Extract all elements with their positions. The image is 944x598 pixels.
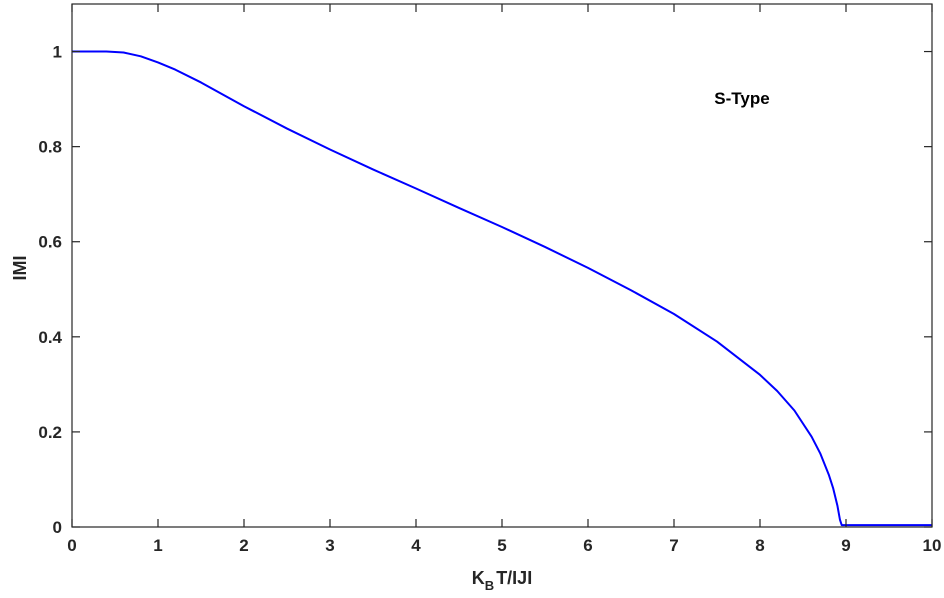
chart-annotation: S-Type	[714, 89, 769, 108]
x-tick-label: 1	[153, 536, 162, 555]
curve-layer	[72, 50, 932, 527]
x-tick-label: 0	[67, 536, 76, 555]
y-tick-label: 0.2	[38, 423, 62, 442]
series-line-0	[72, 50, 932, 527]
x-tick-label: 8	[755, 536, 764, 555]
y-tick-label: 0	[53, 518, 62, 537]
x-tick-label: 3	[325, 536, 334, 555]
x-axis-label-main: K	[472, 568, 485, 588]
x-axis-label-subscript: B	[485, 578, 494, 593]
x-axis-ticks: 0 1 2 3 4 5 6 7 8 9 10	[67, 4, 941, 555]
x-axis-label: KB T/IJI	[472, 568, 532, 593]
x-tick-label: 7	[669, 536, 678, 555]
x-tick-label: 4	[411, 536, 421, 555]
x-tick-label: 5	[497, 536, 506, 555]
x-tick-label: 6	[583, 536, 592, 555]
x-tick-label: 10	[923, 536, 942, 555]
y-tick-label: 0.4	[38, 328, 62, 347]
y-tick-label: 0.8	[38, 138, 62, 157]
y-tick-label: 0.6	[38, 233, 62, 252]
x-tick-label: 9	[841, 536, 850, 555]
x-axis-label-rest: T/IJI	[496, 568, 532, 588]
x-tick-label: 2	[239, 536, 248, 555]
y-axis-label: IMI	[10, 256, 30, 281]
y-tick-label: 1	[53, 43, 62, 62]
y-axis-ticks: 0 0.2 0.4 0.6 0.8 1	[38, 43, 932, 537]
